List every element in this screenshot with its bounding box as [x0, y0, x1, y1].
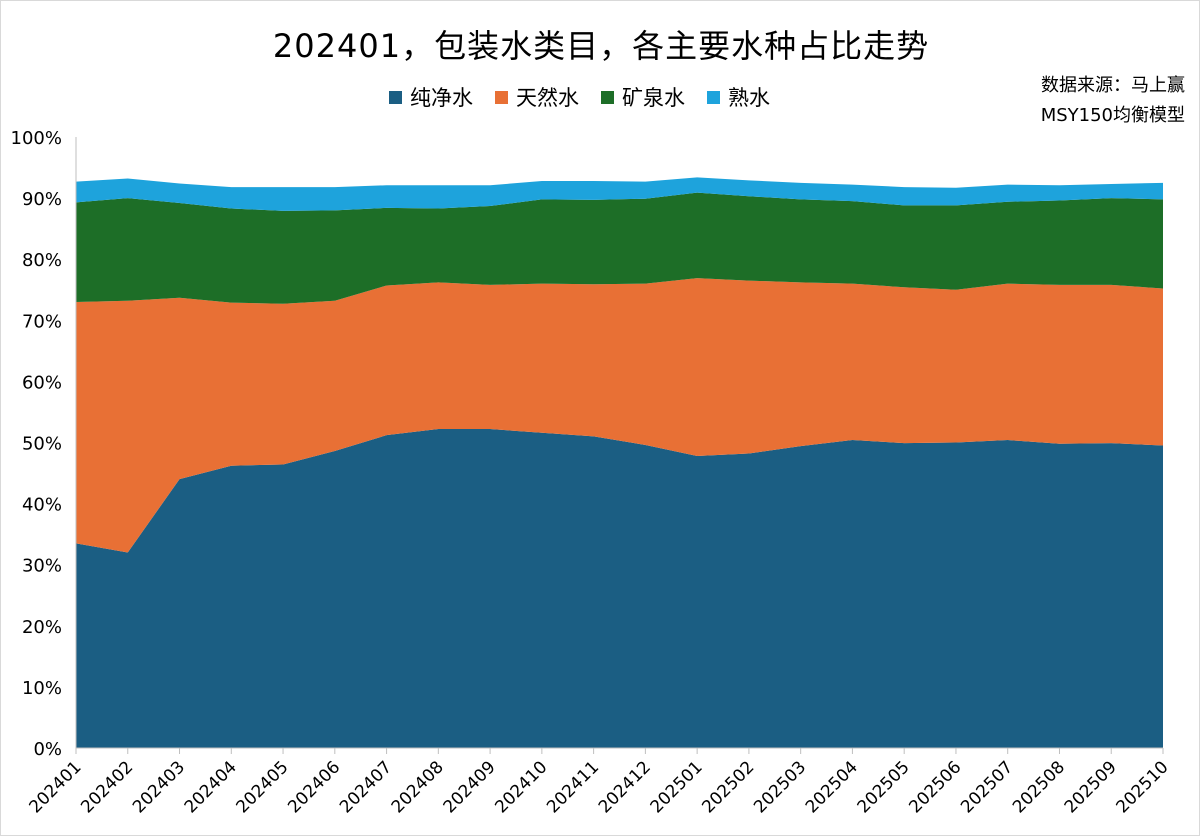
legend-swatch-1 [495, 90, 508, 104]
legend-swatch-2 [601, 90, 614, 104]
area-series-2 [76, 192, 1163, 304]
x-tick-label-16: 202505 [854, 757, 914, 817]
legend-swatch-0 [389, 90, 402, 104]
y-tick-label-2: 20% [22, 617, 62, 638]
legend: 纯净水 天然水 矿泉水 熟水 [389, 83, 770, 111]
legend-label-3: 熟水 [728, 86, 770, 110]
x-tick-label-0: 202401 [25, 757, 85, 817]
x-tick-label-10: 202411 [543, 757, 603, 817]
y-tick-label-9: 90% [22, 189, 62, 210]
chart-title: 202401，包装水类目，各主要水种占比走势 [272, 27, 930, 65]
x-tick-label-3: 202404 [181, 757, 241, 817]
x-tick-label-6: 202407 [336, 757, 396, 817]
x-tick-label-4: 202405 [233, 757, 293, 817]
y-tick-label-6: 60% [22, 372, 62, 393]
legend-item-3: 熟水 [707, 82, 770, 112]
x-tick-label-11: 202412 [595, 757, 655, 817]
x-tick-label-13: 202502 [698, 757, 758, 817]
legend-item-2: 矿泉水 [601, 82, 685, 112]
y-tick-label-1: 10% [22, 678, 62, 699]
x-tick-label-20: 202509 [1061, 757, 1121, 817]
y-tick-label-7: 70% [22, 311, 62, 332]
legend-swatch-3 [707, 90, 720, 104]
x-tick-label-12: 202501 [647, 757, 707, 817]
legend-item-1: 天然水 [495, 82, 579, 112]
x-tick-label-17: 202506 [905, 757, 965, 817]
legend-label-1: 天然水 [516, 86, 579, 110]
x-tick-label-19: 202508 [1009, 757, 1069, 817]
x-tick-label-15: 202504 [802, 757, 862, 817]
legend-label-2: 矿泉水 [622, 86, 685, 110]
x-tick-label-2: 202403 [129, 757, 189, 817]
y-tick-label-8: 80% [22, 250, 62, 271]
y-tick-label-3: 30% [22, 556, 62, 577]
x-tick-label-9: 202410 [491, 757, 551, 817]
x-tick-label-7: 202408 [388, 757, 448, 817]
x-tick-label-8: 202409 [440, 757, 500, 817]
data-source-line: 数据来源：马上赢 [1041, 75, 1185, 96]
x-tick-label-14: 202503 [750, 757, 810, 817]
y-tick-label-5: 50% [22, 434, 62, 455]
x-tick-label-21: 202510 [1112, 757, 1172, 817]
x-tick-label-5: 202406 [284, 757, 344, 817]
area-series-0 [76, 429, 1163, 748]
data-model-line: MSY150均衡模型 [1040, 105, 1185, 126]
x-tick-label-1: 202402 [77, 757, 137, 817]
legend-label-0: 纯净水 [410, 86, 473, 110]
y-tick-label-0: 0% [33, 739, 62, 760]
y-tick-label-10: 100% [11, 128, 62, 149]
area-series-3 [76, 177, 1163, 211]
x-tick-label-18: 202507 [957, 757, 1017, 817]
y-tick-label-4: 40% [22, 495, 62, 516]
area-series-1 [76, 278, 1163, 553]
legend-item-0: 纯净水 [389, 82, 473, 112]
data-source-note: 数据来源：马上赢 MSY150均衡模型 [1041, 71, 1185, 131]
